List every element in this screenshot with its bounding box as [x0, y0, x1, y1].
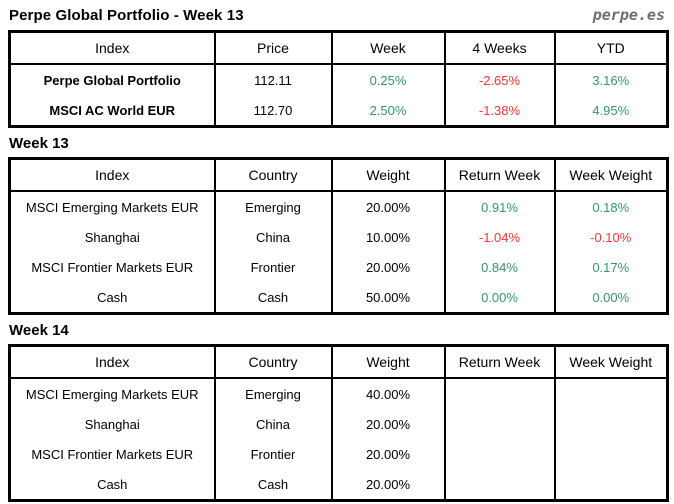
table-row: MSCI Frontier Markets EUR Frontier 20.00…: [10, 439, 668, 469]
summary-header-row: Index Price Week 4 Weeks YTD: [9, 31, 668, 65]
table-row: MSCI Emerging Markets EUR Emerging 20.00…: [10, 191, 668, 222]
col-header-week-weight: Week Weight: [553, 158, 668, 192]
cell-weight: 10.00%: [330, 222, 445, 252]
cell-index: MSCI Frontier Markets EUR: [31, 259, 194, 275]
week14-heading: Week 14: [9, 322, 69, 339]
col-header-return-week: Return Week: [443, 345, 555, 379]
cell-price: 112.11: [213, 64, 332, 95]
cell-country: China: [213, 222, 332, 252]
table-row: MSCI AC World EUR 112.70 2.50% -1.38% 4.…: [10, 95, 668, 127]
cell-week-weight: -0.10%: [553, 222, 668, 252]
page-title: Perpe Global Portfolio - Week 13: [9, 7, 244, 24]
cell-weight: 20.00%: [330, 469, 445, 501]
col-header-return-week: Return Week: [443, 158, 555, 192]
cell-index: MSCI Frontier Markets EUR: [31, 446, 194, 462]
week13-table: Index Country Weight Return Week Week We…: [8, 157, 669, 315]
col-header-weight: Weight: [330, 345, 445, 379]
cell-country: Emerging: [213, 378, 332, 409]
cell-week-weight: 0.17%: [553, 252, 668, 282]
cell-return-week: [443, 378, 555, 409]
cell-weight: 40.00%: [330, 378, 445, 409]
cell-country: China: [213, 409, 332, 439]
table-row: MSCI Frontier Markets EUR Frontier 20.00…: [10, 252, 668, 282]
cell-return-week: [443, 469, 555, 501]
cell-return-week: [443, 409, 555, 439]
cell-index: Cash: [97, 289, 128, 305]
cell-week: 0.25%: [330, 64, 445, 95]
table-row: Perpe Global Portfolio 112.11 0.25% -2.6…: [10, 64, 668, 95]
week14-header-row: Index Country Weight Return Week Week We…: [9, 345, 668, 379]
cell-ytd: 4.95%: [553, 95, 668, 127]
table-row: Cash Cash 20.00%: [10, 469, 668, 501]
cell-4weeks: -1.38%: [443, 95, 555, 127]
cell-country: Cash: [213, 282, 332, 314]
table-row: Shanghai China 20.00%: [10, 409, 668, 439]
cell-index: Shanghai: [84, 229, 140, 245]
summary-table: Index Price Week 4 Weeks YTD Perpe Globa…: [8, 30, 669, 128]
cell-index: MSCI Emerging Markets EUR: [25, 386, 199, 402]
col-header-index: Index: [9, 158, 215, 192]
cell-week-weight: [553, 378, 668, 409]
col-header-weight: Weight: [330, 158, 445, 192]
col-header-price: Price: [213, 31, 332, 65]
col-header-country: Country: [213, 158, 332, 192]
col-header-4weeks: 4 Weeks: [443, 31, 555, 65]
cell-return-week: [443, 439, 555, 469]
cell-week-weight: [553, 469, 668, 501]
week14-table: Index Country Weight Return Week Week We…: [8, 344, 669, 502]
cell-index: MSCI Emerging Markets EUR: [25, 199, 199, 215]
cell-week-weight: 0.00%: [553, 282, 668, 314]
cell-week-weight: [553, 439, 668, 469]
top-bar: Perpe Global Portfolio - Week 13 perpe.e…: [8, 6, 666, 28]
cell-index: Cash: [97, 476, 128, 492]
cell-weight: 20.00%: [330, 439, 445, 469]
col-header-index: Index: [9, 345, 215, 379]
cell-country: Frontier: [213, 439, 332, 469]
cell-price: 112.70: [213, 95, 332, 127]
table-row: Shanghai China 10.00% -1.04% -0.10%: [10, 222, 668, 252]
cell-country: Cash: [213, 469, 332, 501]
col-header-week: Week: [330, 31, 445, 65]
col-header-index: Index: [9, 31, 215, 65]
cell-return-week: 0.00%: [443, 282, 555, 314]
cell-week: 2.50%: [330, 95, 445, 127]
cell-index: Shanghai: [84, 416, 140, 432]
cell-weight: 20.00%: [330, 409, 445, 439]
col-header-country: Country: [213, 345, 332, 379]
cell-weight: 20.00%: [330, 191, 445, 222]
cell-index: Perpe Global Portfolio: [43, 72, 181, 88]
cell-return-week: -1.04%: [443, 222, 555, 252]
cell-ytd: 3.16%: [553, 64, 668, 95]
col-header-week-weight: Week Weight: [553, 345, 668, 379]
cell-country: Emerging: [213, 191, 332, 222]
table-row: Cash Cash 50.00% 0.00% 0.00%: [10, 282, 668, 314]
cell-weight: 20.00%: [330, 252, 445, 282]
week13-header-row: Index Country Weight Return Week Week We…: [9, 158, 668, 192]
week13-heading: Week 13: [9, 135, 69, 152]
cell-index: MSCI AC World EUR: [49, 102, 176, 118]
col-header-ytd: YTD: [553, 31, 668, 65]
cell-country: Frontier: [213, 252, 332, 282]
cell-return-week: 0.91%: [443, 191, 555, 222]
cell-week-weight: [553, 409, 668, 439]
table-row: MSCI Emerging Markets EUR Emerging 40.00…: [10, 378, 668, 409]
cell-4weeks: -2.65%: [443, 64, 555, 95]
cell-return-week: 0.84%: [443, 252, 555, 282]
brand-link[interactable]: perpe.es: [592, 6, 665, 24]
cell-weight: 50.00%: [330, 282, 445, 314]
cell-week-weight: 0.18%: [553, 191, 668, 222]
